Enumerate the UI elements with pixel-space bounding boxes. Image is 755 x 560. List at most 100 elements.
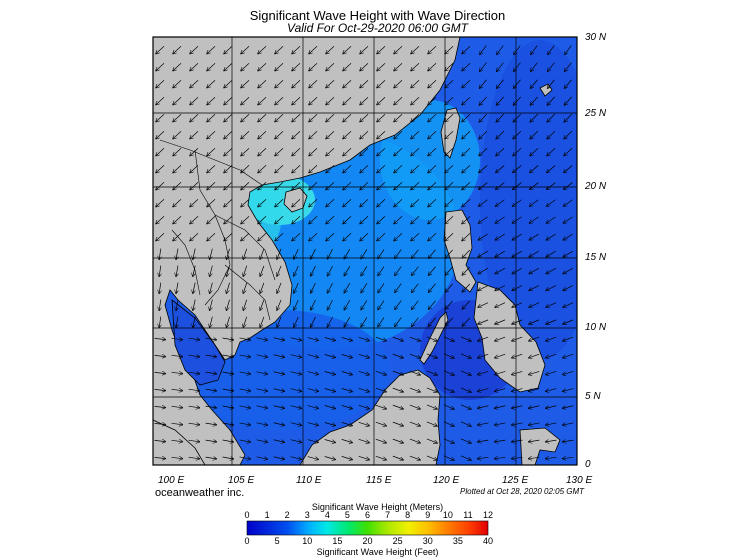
wave-arrow [375, 421, 386, 426]
wave-arrow [529, 406, 540, 408]
wave-arrow [205, 423, 217, 425]
wave-arrow [478, 388, 489, 392]
wave-arrow [445, 131, 454, 138]
colorbar-feet-tick: 0 [244, 536, 250, 546]
wave-arrow [207, 233, 216, 240]
wave-arrow [239, 423, 251, 425]
wave-arrow [547, 113, 556, 122]
wave-arrow [394, 80, 403, 87]
wave-arrow [256, 440, 268, 442]
wave-arrow [479, 113, 488, 122]
wave-arrow [512, 268, 522, 273]
wave-arrow [277, 265, 282, 276]
wave-arrow [513, 79, 521, 88]
wave-arrow [360, 199, 369, 206]
wave-arrow [513, 130, 522, 139]
wave-arrow [548, 62, 555, 72]
wave-arrow [260, 316, 265, 327]
wave-arrow [392, 421, 403, 426]
wave-arrow [341, 405, 353, 408]
wave-arrow [241, 148, 250, 155]
wave-arrow [445, 249, 453, 258]
wave-arrow [193, 248, 195, 260]
wave-arrow [326, 63, 335, 70]
wave-arrow [496, 130, 505, 139]
wave-arrow [190, 148, 199, 155]
wave-arrow [343, 80, 352, 87]
wave-arrow [443, 421, 454, 426]
wave-arrow [428, 114, 437, 121]
wave-arrow [311, 282, 316, 293]
wave-arrow [445, 182, 454, 189]
wave-arrow [563, 457, 574, 458]
wave-arrow [224, 182, 233, 189]
wave-arrow [156, 199, 165, 206]
wave-arrow [564, 79, 572, 88]
wave-arrow [159, 282, 161, 294]
wave-arrow [307, 337, 319, 341]
wave-arrow [512, 319, 523, 324]
wave-arrow [514, 62, 521, 72]
wave-arrow [260, 299, 265, 310]
wave-arrow [239, 440, 251, 442]
wave-arrow [358, 438, 369, 442]
wave-arrow [547, 96, 555, 105]
wave-arrow [512, 216, 522, 223]
wave-arrow [154, 372, 166, 373]
wave-arrow [210, 265, 213, 277]
wave-arrow [326, 46, 335, 53]
wave-arrow [428, 300, 436, 309]
lon-label-115e: 115 E [366, 475, 392, 486]
wave-arrow [258, 148, 267, 155]
wave-arrow [275, 182, 284, 189]
wave-arrow [564, 113, 573, 122]
wave-arrow [411, 80, 420, 87]
wave-arrow [290, 439, 302, 443]
wave-arrow [190, 63, 199, 70]
wave-arrow [460, 421, 471, 426]
wave-arrow [460, 438, 471, 443]
wave-arrow [292, 233, 301, 240]
wave-arrow [241, 63, 250, 70]
wave-arrow [224, 97, 233, 104]
wave-arrow [563, 440, 574, 442]
wave-arrow [411, 165, 420, 172]
wave-arrow [309, 182, 318, 189]
wave-arrow [411, 182, 420, 189]
wave-arrow [360, 182, 369, 189]
wave-arrow [378, 283, 385, 292]
wave-arrow [426, 353, 437, 358]
wave-arrow [428, 97, 437, 104]
wave-arrow [547, 79, 555, 88]
wave-arrow [512, 285, 523, 291]
wave-arrow [226, 248, 230, 260]
lat-label-5n: 5 N [585, 391, 601, 402]
wave-arrow [224, 114, 233, 121]
wave-arrow [377, 216, 386, 223]
wave-arrow [260, 248, 265, 259]
wave-arrow [428, 199, 437, 206]
wave-arrow [222, 338, 234, 340]
wave-arrow [462, 46, 471, 53]
wave-arrow [307, 354, 319, 358]
wave-arrow [564, 182, 573, 190]
wave-arrow [226, 265, 230, 277]
wave-arrow [513, 199, 522, 207]
wave-arrow [256, 406, 268, 408]
wave-arrow [190, 131, 199, 138]
wave-arrow [529, 216, 539, 223]
wave-arrow [154, 440, 166, 441]
wave-arrow [377, 97, 386, 104]
wave-arrow [205, 440, 217, 442]
wave-arrow [173, 46, 182, 53]
wave-arrow [309, 131, 318, 138]
wave-direction-arrows [154, 45, 574, 461]
wave-arrow [173, 97, 182, 104]
wave-arrow [173, 131, 182, 138]
wave-arrow [326, 114, 335, 121]
wave-arrow [478, 216, 488, 223]
wave-arrow [375, 353, 386, 358]
wave-arrow [205, 457, 217, 459]
wave-arrow [292, 165, 301, 172]
wave-arrow [156, 131, 165, 138]
